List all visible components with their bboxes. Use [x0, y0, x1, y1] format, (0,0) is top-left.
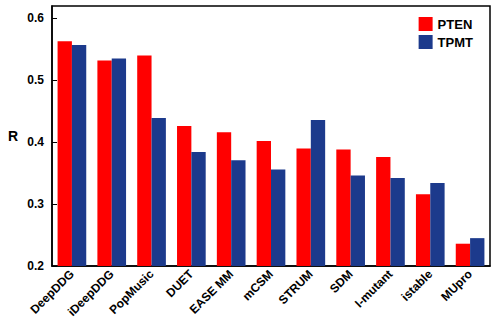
- svg-text:MUpro: MUpro: [438, 267, 475, 304]
- svg-text:istable: istable: [398, 267, 435, 304]
- svg-text:PopMusic: PopMusic: [107, 267, 157, 317]
- svg-text:STRUM: STRUM: [276, 267, 316, 307]
- svg-text:0.3: 0.3: [27, 197, 44, 211]
- svg-text:0.6: 0.6: [27, 11, 44, 25]
- svg-text:mCSM: mCSM: [240, 267, 276, 303]
- svg-text:I-mutant: I-mutant: [352, 267, 395, 310]
- svg-text:0.2: 0.2: [27, 259, 44, 273]
- svg-text:DeepDDG: DeepDDG: [27, 267, 77, 317]
- svg-text:DUET: DUET: [163, 267, 196, 300]
- svg-text:PTEN: PTEN: [438, 17, 473, 32]
- svg-text:EASE MM: EASE MM: [187, 267, 236, 316]
- svg-text:iDeepDDG: iDeepDDG: [65, 267, 117, 319]
- svg-text:TPMT: TPMT: [438, 35, 473, 50]
- svg-text:0.5: 0.5: [27, 73, 44, 87]
- svg-text:SDM: SDM: [327, 267, 356, 296]
- svg-text:0.4: 0.4: [27, 135, 44, 149]
- svg-text:R: R: [8, 128, 18, 144]
